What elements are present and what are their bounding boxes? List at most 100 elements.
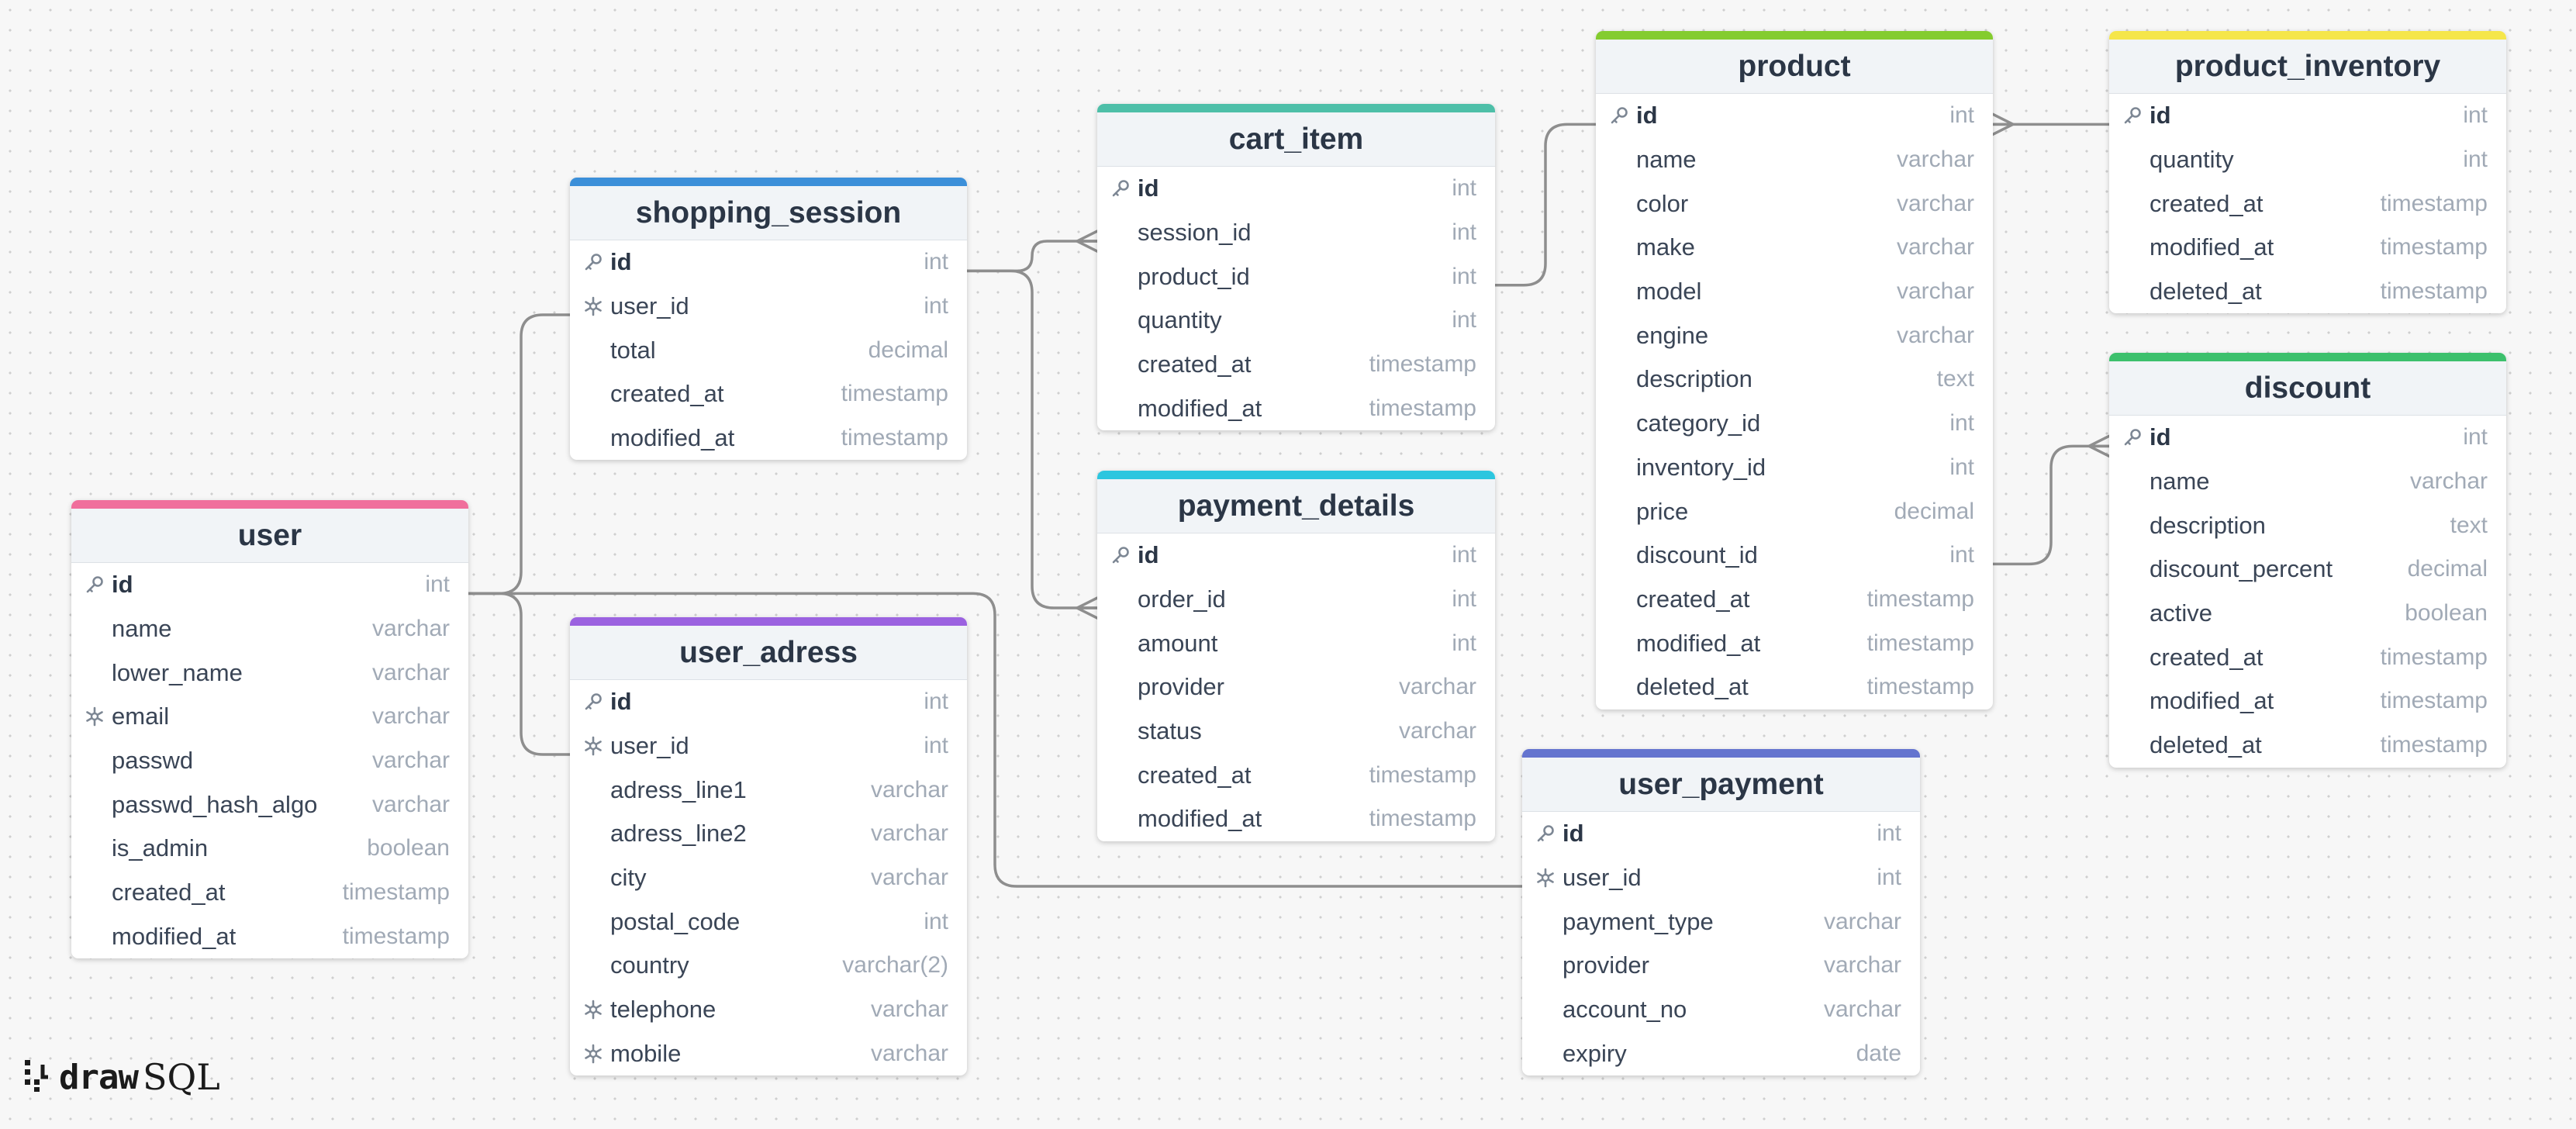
table-header[interactable]: discount bbox=[2109, 353, 2506, 416]
table-row[interactable]: created_at timestamp bbox=[570, 372, 967, 416]
table-row[interactable]: adress_line1 varchar bbox=[570, 768, 967, 812]
table-row[interactable]: id int bbox=[1097, 167, 1495, 211]
relation-line[interactable] bbox=[467, 592, 571, 756]
table-row[interactable]: modified_at timestamp bbox=[570, 416, 967, 461]
table-header[interactable]: product bbox=[1596, 31, 1993, 94]
table-header[interactable]: shopping_session bbox=[570, 178, 967, 240]
relation-line[interactable] bbox=[965, 269, 1099, 620]
table-row[interactable]: active boolean bbox=[2109, 592, 2506, 636]
table-row[interactable]: engine varchar bbox=[1596, 313, 1993, 357]
table-row[interactable]: country varchar(2) bbox=[570, 944, 967, 988]
table-row[interactable]: created_at timestamp bbox=[71, 871, 468, 915]
table-row[interactable]: created_at timestamp bbox=[1097, 343, 1495, 387]
table-row[interactable]: expiry date bbox=[1522, 1031, 1920, 1075]
table-row[interactable]: id int bbox=[2109, 416, 2506, 460]
table-row[interactable]: name varchar bbox=[1596, 138, 1993, 182]
column-name: make bbox=[1636, 233, 1695, 261]
relation-line[interactable] bbox=[1493, 123, 1597, 287]
relation-line[interactable] bbox=[1991, 434, 2111, 566]
table-row[interactable]: discount_percent decimal bbox=[2109, 547, 2506, 592]
relation-line[interactable] bbox=[467, 313, 571, 596]
table-row[interactable]: description text bbox=[1596, 357, 1993, 402]
table-row[interactable]: price decimal bbox=[1596, 489, 1993, 533]
table-row[interactable]: mobile varchar bbox=[570, 1032, 967, 1076]
table-header[interactable]: product_inventory bbox=[2109, 31, 2506, 94]
table-row[interactable]: created_at timestamp bbox=[1097, 753, 1495, 797]
table-row[interactable]: account_no varchar bbox=[1522, 988, 1920, 1032]
table-row[interactable]: session_id int bbox=[1097, 211, 1495, 255]
table-row[interactable]: city varchar bbox=[570, 856, 967, 900]
table-discount[interactable]: discount id int name varchar description text d… bbox=[2109, 353, 2506, 768]
table-row[interactable]: id int bbox=[1097, 533, 1495, 578]
table-row[interactable]: model varchar bbox=[1596, 270, 1993, 314]
table-header[interactable]: cart_item bbox=[1097, 104, 1495, 167]
table-header[interactable]: user_payment bbox=[1522, 749, 1920, 812]
table-row[interactable]: make varchar bbox=[1596, 226, 1993, 270]
table-row[interactable]: color varchar bbox=[1596, 181, 1993, 226]
primary-key-icon bbox=[85, 575, 105, 595]
table-row[interactable]: payment_type varchar bbox=[1522, 899, 1920, 944]
table-row[interactable]: passwd varchar bbox=[71, 739, 468, 783]
table-cart-item[interactable]: cart_item id int session_id int product_id int… bbox=[1097, 104, 1495, 431]
table-row[interactable]: is_admin boolean bbox=[71, 827, 468, 871]
table-row[interactable]: id int bbox=[2109, 94, 2506, 138]
relation-line[interactable] bbox=[1991, 112, 2111, 136]
table-row[interactable]: lower_name varchar bbox=[71, 651, 468, 695]
table-row[interactable]: category_id int bbox=[1596, 402, 1993, 446]
column-name: passwd_hash_algo bbox=[112, 790, 318, 818]
table-row[interactable]: created_at timestamp bbox=[2109, 635, 2506, 679]
table-row[interactable]: email varchar bbox=[71, 695, 468, 739]
table-row[interactable]: id int bbox=[570, 680, 967, 724]
table-row[interactable]: name varchar bbox=[2109, 460, 2506, 504]
table-row[interactable]: modified_at timestamp bbox=[1097, 386, 1495, 430]
table-row[interactable]: modified_at timestamp bbox=[1596, 621, 1993, 665]
table-row[interactable]: modified_at timestamp bbox=[2109, 679, 2506, 723]
table-row[interactable]: product_id int bbox=[1097, 254, 1495, 299]
table-shopping-session[interactable]: shopping_session id int user_id int total deci… bbox=[570, 178, 967, 461]
column-type: int bbox=[1452, 263, 1476, 289]
table-row[interactable]: discount_id int bbox=[1596, 533, 1993, 578]
table-user-payment[interactable]: user_payment id int user_id int payment_type v… bbox=[1522, 749, 1920, 1076]
table-row[interactable]: modified_at timestamp bbox=[2109, 226, 2506, 270]
table-row[interactable]: total decimal bbox=[570, 328, 967, 372]
table-row[interactable]: deleted_at timestamp bbox=[1596, 665, 1993, 710]
table-row[interactable]: deleted_at timestamp bbox=[2109, 723, 2506, 768]
table-row[interactable]: quantity int bbox=[1097, 299, 1495, 343]
table-product[interactable]: product id int name varchar color varchar make v… bbox=[1596, 31, 1993, 710]
table-header[interactable]: payment_details bbox=[1097, 471, 1495, 533]
table-row[interactable]: modified_at timestamp bbox=[1097, 797, 1495, 841]
table-row[interactable]: order_id int bbox=[1097, 578, 1495, 622]
table-row[interactable]: amount int bbox=[1097, 621, 1495, 665]
table-payment-details[interactable]: payment_details id int order_id int amount int… bbox=[1097, 471, 1495, 841]
table-row[interactable]: provider varchar bbox=[1097, 665, 1495, 710]
table-row[interactable]: adress_line2 varchar bbox=[570, 812, 967, 856]
table-row[interactable]: user_id int bbox=[1522, 856, 1920, 900]
table-row[interactable]: status varchar bbox=[1097, 710, 1495, 754]
table-row[interactable]: created_at timestamp bbox=[1596, 578, 1993, 622]
table-row[interactable]: quantity int bbox=[2109, 138, 2506, 182]
table-row[interactable]: user_id int bbox=[570, 285, 967, 329]
table-row[interactable]: name varchar bbox=[71, 607, 468, 651]
table-product-inventory[interactable]: product_inventory id int quantity int created… bbox=[2109, 31, 2506, 314]
table-row[interactable]: id int bbox=[570, 240, 967, 285]
table-row[interactable]: id int bbox=[71, 563, 468, 607]
table-row[interactable]: modified_at timestamp bbox=[71, 915, 468, 959]
table-row[interactable]: postal_code int bbox=[570, 899, 967, 944]
table-user[interactable]: user id int name varchar lower_name varchar ema… bbox=[71, 500, 468, 959]
table-row[interactable]: inventory_id int bbox=[1596, 446, 1993, 490]
table-row[interactable]: id int bbox=[1522, 812, 1920, 856]
table-row[interactable]: user_id int bbox=[570, 724, 967, 768]
table-row[interactable]: provider varchar bbox=[1522, 944, 1920, 988]
table-row[interactable]: telephone varchar bbox=[570, 988, 967, 1032]
table-row[interactable]: id int bbox=[1596, 94, 1993, 138]
table-row[interactable]: description text bbox=[2109, 503, 2506, 547]
table-row[interactable]: passwd_hash_algo varchar bbox=[71, 782, 468, 827]
table-row[interactable]: created_at timestamp bbox=[2109, 181, 2506, 226]
table-header[interactable]: user_adress bbox=[570, 617, 967, 680]
relation-line[interactable] bbox=[965, 230, 1099, 273]
primary-key-icon bbox=[583, 692, 603, 712]
table-user-adress[interactable]: user_adress id int user_id int adress_line1 va… bbox=[570, 617, 967, 1076]
table-header[interactable]: user bbox=[71, 500, 468, 563]
table-row[interactable]: deleted_at timestamp bbox=[2109, 270, 2506, 314]
